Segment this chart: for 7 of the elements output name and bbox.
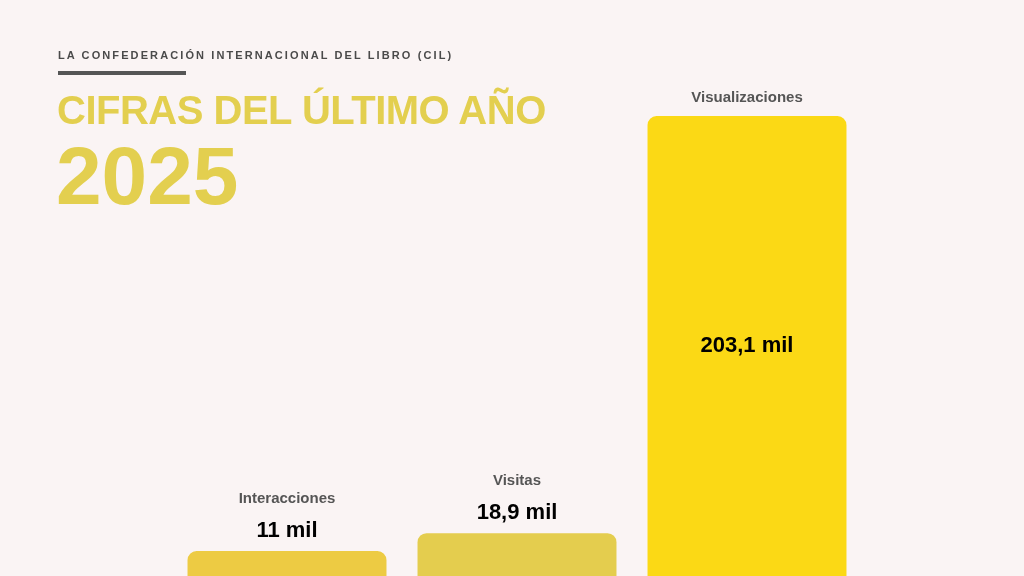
- x-tick-label: Visualizaciones: [691, 88, 803, 106]
- x-tick-label: Visitas: [492, 471, 542, 489]
- data-label: 203,1 mil: [700, 332, 794, 358]
- data-label: 18,9 mil: [476, 499, 558, 525]
- text: LA CONFEDERACIÓN INTERNACIONAL DEL LIBRO (CIL): [58, 49, 454, 61]
- data-label: 11 mil: [256, 517, 318, 543]
- x-tick-label: Interacciones: [238, 489, 336, 507]
